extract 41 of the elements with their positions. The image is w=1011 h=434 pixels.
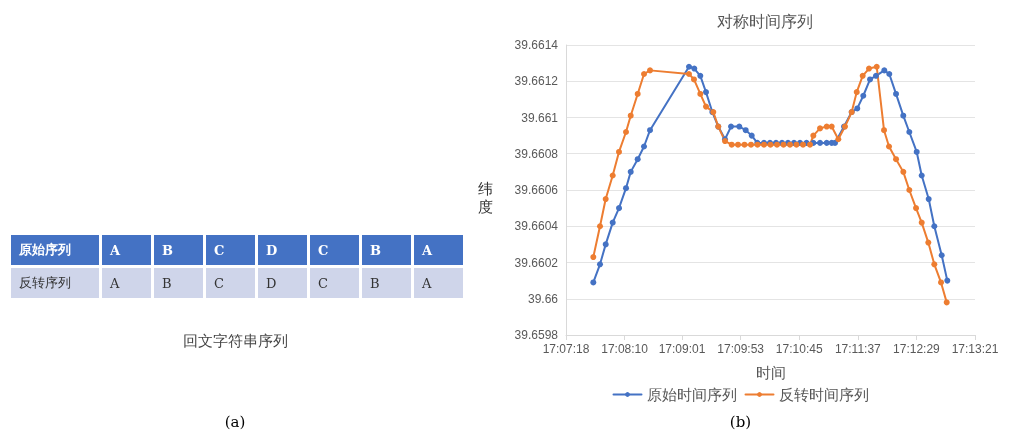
text: A [414, 235, 463, 265]
text: A [102, 268, 151, 298]
y-tick-label: 39.6606 [514, 183, 559, 197]
text: A [102, 235, 151, 265]
x-tick-label: 17:13:21 [951, 342, 999, 356]
text: B [154, 235, 203, 265]
text: D [258, 235, 307, 265]
text: (a) [223, 413, 247, 431]
text: C [310, 235, 359, 265]
chart-title: 对称时间序列 [717, 11, 813, 31]
x-tick-label: 17:09:01 [658, 342, 706, 356]
y-tick-label: 39.6614 [514, 38, 559, 52]
text: (b) [729, 412, 752, 431]
y-tick-label: 39.661 [521, 110, 559, 125]
x-axis-title: 时间 [755, 364, 786, 381]
text: 反转序列 [11, 268, 99, 298]
text: B [154, 268, 203, 298]
y-tick-label: 39.6604 [514, 219, 559, 234]
text: 回文字符串序列 [181, 332, 289, 351]
y-tick-label: 39.6602 [514, 255, 559, 270]
x-tick-label: 17:12:29 [893, 342, 941, 356]
x-tick-label: 17:10:45 [775, 342, 823, 356]
legend-label: 原始时间序列 [646, 385, 737, 404]
legend-label: 反转时间序列 [778, 385, 869, 404]
y-axis-title: 纬度 [478, 180, 494, 216]
text: B [362, 268, 411, 298]
text: D [258, 268, 307, 298]
text: A [414, 268, 463, 298]
y-tick-label: 39.6608 [514, 146, 559, 161]
text: C [206, 235, 255, 265]
y-tick-label: 39.6612 [514, 74, 559, 89]
x-tick-label: 17:09:53 [717, 342, 765, 356]
x-tick-label: 17:08:10 [601, 342, 649, 356]
x-tick-label: 17:11:37 [834, 342, 882, 356]
text: B [362, 235, 411, 265]
text: 原始序列 [11, 235, 99, 265]
y-tick-label: 39.6598 [514, 328, 559, 342]
y-tick-label: 39.66 [527, 291, 559, 306]
text: C [310, 268, 359, 298]
text: C [206, 268, 255, 298]
x-tick-label: 17:07:18 [542, 342, 590, 356]
